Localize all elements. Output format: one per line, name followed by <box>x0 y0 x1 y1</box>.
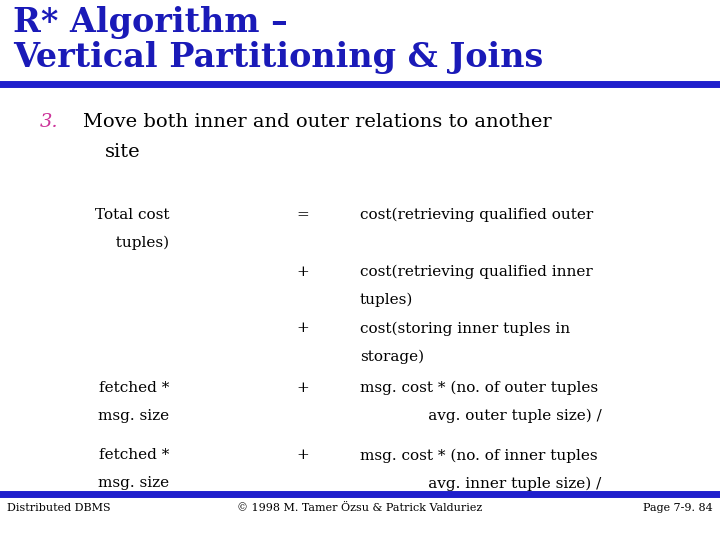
Text: avg. outer tuple size) /: avg. outer tuple size) / <box>360 409 602 423</box>
Text: tuples): tuples) <box>106 236 169 251</box>
Text: © 1998 M. Tamer Özsu & Patrick Valduriez: © 1998 M. Tamer Özsu & Patrick Valduriez <box>238 503 482 514</box>
Text: avg. inner tuple size) /: avg. inner tuple size) / <box>360 476 601 491</box>
Text: site: site <box>104 143 140 161</box>
Text: +: + <box>296 448 309 462</box>
Text: msg. cost * (no. of outer tuples: msg. cost * (no. of outer tuples <box>360 381 598 395</box>
Text: Move both inner and outer relations to another: Move both inner and outer relations to a… <box>83 113 552 131</box>
Text: +: + <box>296 321 309 335</box>
Text: cost(retrieving qualified inner: cost(retrieving qualified inner <box>360 265 593 279</box>
Text: msg. size: msg. size <box>98 476 169 490</box>
Text: Vertical Partitioning & Joins: Vertical Partitioning & Joins <box>13 40 543 73</box>
Text: Distributed DBMS: Distributed DBMS <box>7 503 111 514</box>
Text: tuples): tuples) <box>360 293 413 307</box>
Text: R* Algorithm –: R* Algorithm – <box>13 6 288 39</box>
Text: msg. size: msg. size <box>98 409 169 423</box>
Text: storage): storage) <box>360 349 424 364</box>
Text: Total cost: Total cost <box>95 208 169 222</box>
Text: cost(retrieving qualified outer: cost(retrieving qualified outer <box>360 208 593 222</box>
Text: Page 7-9. 84: Page 7-9. 84 <box>643 503 713 514</box>
Text: fetched *: fetched * <box>99 448 169 462</box>
Text: fetched *: fetched * <box>99 381 169 395</box>
Text: msg. cost * (no. of inner tuples: msg. cost * (no. of inner tuples <box>360 448 598 463</box>
Text: 3.: 3. <box>40 113 58 131</box>
Bar <box>0 0 720 84</box>
Text: +: + <box>296 381 309 395</box>
Text: cost(storing inner tuples in: cost(storing inner tuples in <box>360 321 570 336</box>
Text: +: + <box>296 265 309 279</box>
Text: =: = <box>296 208 309 222</box>
